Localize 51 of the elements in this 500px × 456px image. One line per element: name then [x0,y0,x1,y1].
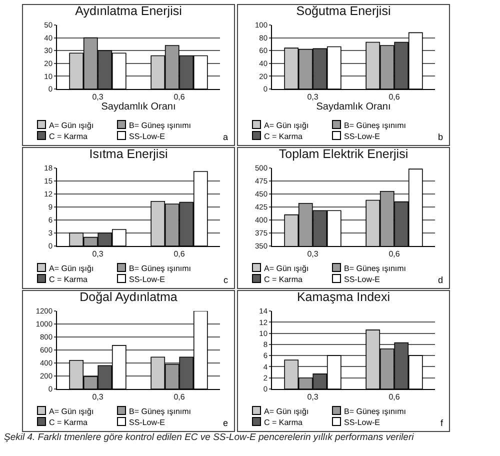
legend-label: A= Gün ışığı [264,121,309,130]
legend-label: C = Karma [49,132,88,141]
x-tick-label: 0,3 [92,392,104,402]
text: d [438,275,443,285]
legend-label: B= Güneş ışınımı [344,264,406,273]
legend-label: SS-Low-E [344,275,380,284]
legend-label: C = Karma [264,418,302,427]
x-tick-label: 0,3 [92,250,104,259]
legend-label: A= Gün ışığı [264,407,309,416]
legend-label: SS-Low-E [129,275,166,284]
chart-title: Soğutma Enerjisi [296,4,391,18]
x-tick-label: 0,6 [174,250,186,259]
text: f [440,418,443,428]
legend-label: B= Güneş ışınımı [129,407,192,416]
legend-label: A= Gün ışığı [49,121,94,130]
legend-label: B= Güneş ışınımı [129,264,192,273]
x-tick-label: 0,6 [174,92,186,102]
legend-label: SS-Low-E [344,418,380,427]
text: b [438,132,443,142]
x-tick-label: 0,3 [307,392,319,402]
x-tick-label: 0,3 [307,92,319,102]
legend-label: B= Güneş ışınımı [344,121,406,130]
legend-label: SS-Low-E [344,132,380,141]
legend-label: B= Güneş ışınımı [129,121,192,130]
x-axis-title: Saydamlık Oranı [316,102,391,113]
text: a [222,132,228,142]
legend-label: C = Karma [49,275,88,284]
x-tick-label: 0,3 [92,92,104,102]
text: e [222,418,228,428]
legend-label: C = Karma [264,275,302,284]
chart-title: Aydınlatma Enerjisi [75,4,182,18]
legend-label: A= Gün ışığı [49,407,94,416]
legend-label: A= Gün ışığı [49,264,94,273]
chart-title: Isıtma Enerjisi [89,146,168,161]
x-tick-label: 0,6 [388,92,400,102]
legend-label: B= Güneş ışınımı [344,407,406,416]
chart-title: Doğal Aydınlatma [80,290,178,304]
legend-label: C = Karma [49,418,88,427]
chart-title: Toplam Elektrik Enerjisi [278,146,408,161]
chart-title: Kamaşma Indexi [296,290,390,304]
x-tick-label: 0,3 [307,250,319,259]
x-tick-label: 0,6 [388,392,400,402]
text: Şekil 4. Farklı tmenlere göre kontrol edilen EC ve SS-Low-E pencerelerin yıllık performans verileri [4,432,415,443]
text: c [224,275,228,285]
legend-label: A= Gün ışığı [264,264,309,273]
x-tick-label: 0,6 [388,250,400,259]
x-axis-title: Saydamlık Oranı [101,102,176,113]
x-tick-label: 0,6 [174,392,186,402]
legend-label: C = Karma [264,132,302,141]
legend-label: SS-Low-E [129,132,166,141]
legend-label: SS-Low-E [129,418,166,427]
